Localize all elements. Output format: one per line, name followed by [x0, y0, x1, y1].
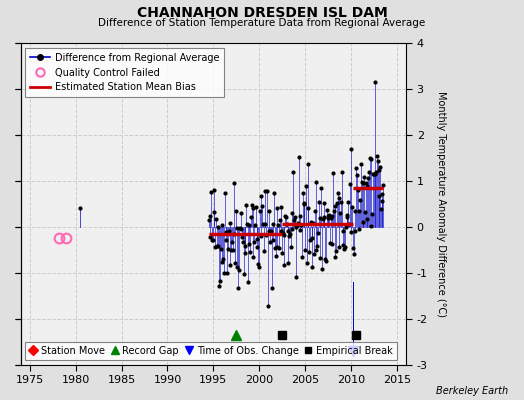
- Text: Difference of Station Temperature Data from Regional Average: Difference of Station Temperature Data f…: [99, 18, 425, 28]
- Text: Berkeley Earth: Berkeley Earth: [436, 386, 508, 396]
- Legend: Station Move, Record Gap, Time of Obs. Change, Empirical Break: Station Move, Record Gap, Time of Obs. C…: [26, 342, 397, 360]
- Text: CHANNAHON DRESDEN ISL DAM: CHANNAHON DRESDEN ISL DAM: [137, 6, 387, 20]
- Y-axis label: Monthly Temperature Anomaly Difference (°C): Monthly Temperature Anomaly Difference (…: [436, 91, 446, 317]
